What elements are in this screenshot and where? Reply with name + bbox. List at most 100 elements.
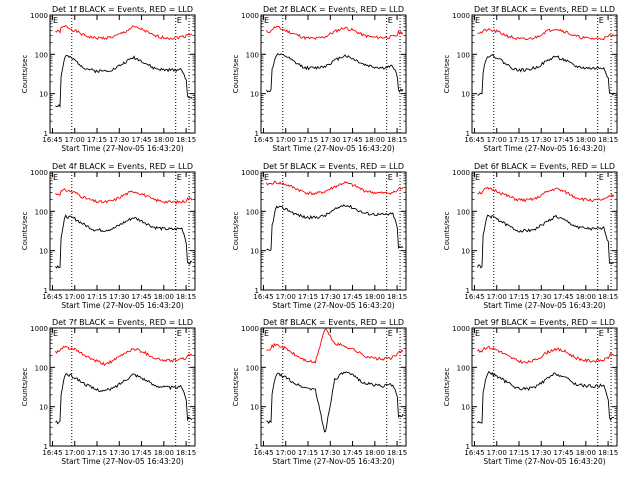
- plot-frame: [471, 171, 618, 291]
- y-tick-label: 10: [461, 248, 470, 256]
- panel: Det 2f BLACK = Events, RED = LLD 1 10 100 10…: [232, 5, 407, 153]
- plot-frame: [471, 14, 618, 134]
- x-axis-label: Start Time (27-Nov-05 16:43:20): [483, 457, 605, 466]
- x-tick-label: 17:00: [487, 136, 507, 144]
- x-tick-label: 17:15: [298, 293, 318, 301]
- x-tick-label: 17:00: [487, 449, 507, 457]
- y-tick-label: 100: [35, 51, 48, 59]
- x-tick-label: 16:45: [253, 136, 273, 144]
- e-label-right: E: [177, 329, 182, 338]
- x-tick-label: 17:45: [131, 449, 151, 457]
- e-label-left: E: [475, 16, 480, 25]
- x-tick-label: 18:00: [154, 136, 174, 144]
- x-tick-label: 17:15: [87, 293, 107, 301]
- y-tick-label: 10: [250, 404, 259, 412]
- x-tick-label: 18:00: [576, 293, 596, 301]
- plot-frame: [49, 327, 196, 447]
- panel: Det 9f BLACK = Events, RED = LLD 1 10 100 10…: [443, 318, 618, 466]
- x-tick-label: 17:30: [109, 449, 129, 457]
- x-tick-label: 17:30: [320, 293, 340, 301]
- x-axis-label: Start Time (27-Nov-05 16:43:20): [272, 457, 394, 466]
- x-tick-label: 18:00: [365, 293, 385, 301]
- x-tick-label: 18:00: [154, 449, 174, 457]
- x-tick-label: 17:00: [276, 293, 296, 301]
- lld-series-line: [265, 180, 404, 196]
- y-tick-label: 10: [250, 248, 259, 256]
- events-series-line: [55, 214, 193, 269]
- x-tick-label: 17:45: [342, 449, 362, 457]
- y-axis-label: Counts/sec: [21, 368, 29, 407]
- x-tick-label: 16:45: [42, 136, 62, 144]
- panel: Det 1f BLACK = Events, RED = LLD 1 10 100 10…: [21, 5, 196, 153]
- y-tick-label: 100: [246, 208, 259, 216]
- y-tick-label: 10: [250, 91, 259, 99]
- x-tick-label: 18:00: [365, 449, 385, 457]
- y-tick-label: 100: [246, 51, 259, 59]
- y-tick-label: 1000: [452, 12, 470, 20]
- y-tick-label: 10: [39, 91, 48, 99]
- events-series-line: [266, 204, 404, 251]
- x-tick-label: 18:15: [387, 293, 407, 301]
- x-tick-label: 17:30: [531, 449, 551, 457]
- y-tick-label: 1: [466, 130, 470, 138]
- lld-series-line: [266, 26, 404, 41]
- events-series-line: [266, 52, 404, 93]
- x-tick-label: 17:30: [531, 293, 551, 301]
- e-label-right: E: [599, 329, 604, 338]
- y-tick-label: 1: [44, 443, 48, 451]
- lld-series-line: [477, 27, 615, 41]
- y-tick-label: 1000: [30, 169, 48, 177]
- y-tick-label: 1: [44, 130, 48, 138]
- x-tick-label: 17:00: [65, 136, 85, 144]
- panel: Det 8f BLACK = Events, RED = LLD 1 10 100 10…: [232, 318, 407, 466]
- x-axis-label: Start Time (27-Nov-05 16:43:20): [61, 457, 183, 466]
- y-tick-label: 1000: [241, 325, 259, 333]
- x-axis-label: Start Time (27-Nov-05 16:43:20): [272, 144, 394, 153]
- x-tick-label: 17:00: [65, 449, 85, 457]
- y-axis-label: Counts/sec: [443, 212, 451, 251]
- y-axis-label: Counts/sec: [443, 55, 451, 94]
- y-tick-label: 1: [466, 443, 470, 451]
- x-axis-label: Start Time (27-Nov-05 16:43:20): [61, 301, 183, 310]
- x-tick-label: 17:00: [65, 293, 85, 301]
- x-tick-label: 16:45: [42, 449, 62, 457]
- x-axis-label: Start Time (27-Nov-05 16:43:20): [61, 144, 183, 153]
- panel: Det 5f BLACK = Events, RED = LLD 1 10 100 10…: [232, 162, 407, 310]
- x-tick-label: 17:15: [87, 449, 107, 457]
- events-series-line: [266, 371, 404, 433]
- panel-title: Det 7f BLACK = Events, RED = LLD: [52, 318, 193, 327]
- panel-title: Det 4f BLACK = Events, RED = LLD: [52, 162, 193, 171]
- x-tick-label: 17:45: [131, 136, 151, 144]
- x-tick-label: 17:00: [487, 293, 507, 301]
- x-tick-label: 17:30: [109, 293, 129, 301]
- y-tick-label: 1000: [30, 325, 48, 333]
- e-label-right: E: [388, 329, 393, 338]
- x-tick-label: 18:15: [176, 449, 196, 457]
- x-tick-label: 17:45: [553, 293, 573, 301]
- e-label-right: E: [388, 16, 393, 25]
- events-series-line: [477, 54, 615, 96]
- plot-frame: [260, 171, 407, 291]
- e-label-left: E: [475, 329, 480, 338]
- plot-frame: [260, 14, 407, 134]
- y-axis-label: Counts/sec: [232, 212, 240, 251]
- x-tick-label: 18:15: [387, 449, 407, 457]
- plot-frame: [471, 327, 618, 447]
- x-tick-label: 17:15: [509, 293, 529, 301]
- y-tick-label: 10: [461, 404, 470, 412]
- y-tick-label: 100: [457, 51, 470, 59]
- panel-title: Det 6f BLACK = Events, RED = LLD: [474, 162, 615, 171]
- events-series-line: [55, 373, 193, 425]
- y-tick-label: 1: [255, 443, 259, 451]
- x-tick-label: 16:45: [42, 293, 62, 301]
- y-tick-label: 1000: [452, 169, 470, 177]
- x-axis-label: Start Time (27-Nov-05 16:43:20): [483, 301, 605, 310]
- e-label-right: E: [388, 173, 393, 182]
- x-tick-label: 17:30: [531, 136, 551, 144]
- e-label-left: E: [475, 173, 480, 182]
- x-tick-label: 17:30: [109, 136, 129, 144]
- y-tick-label: 10: [461, 91, 470, 99]
- plot-frame: [260, 327, 407, 447]
- y-tick-label: 10: [39, 404, 48, 412]
